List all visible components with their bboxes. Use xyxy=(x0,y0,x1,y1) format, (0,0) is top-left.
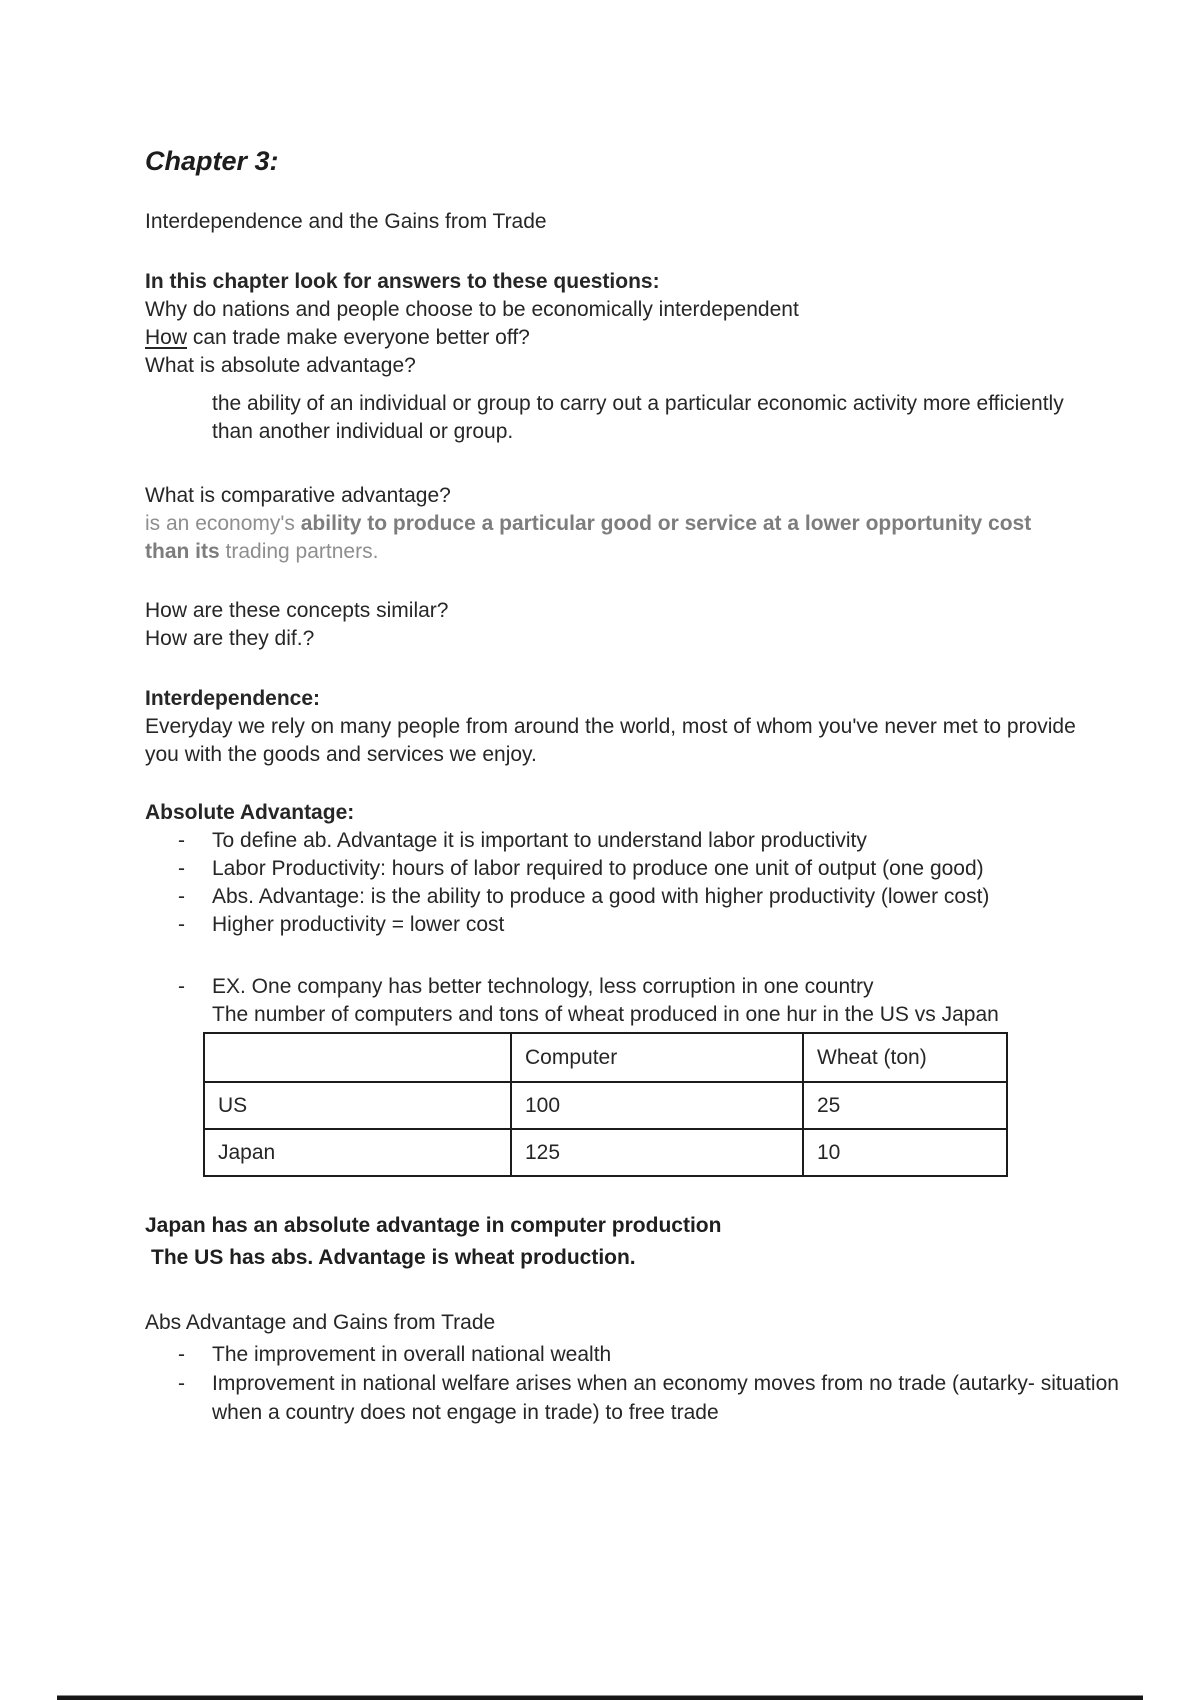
bullet-item: Higher productivity = lower cost xyxy=(145,911,1125,939)
table-cell-wheat: 25 xyxy=(802,1081,1008,1130)
question-comparative-advantage: What is comparative advantage? xyxy=(145,484,451,507)
example-section: EX. One company has better technology, l… xyxy=(145,973,1125,1029)
bullet-item: Labor Productivity: hours of labor requi… xyxy=(145,855,1125,883)
interdependence-section: Interdependence: Everyday we rely on man… xyxy=(145,685,1080,769)
answer-bold-part: ability to produce a particular good or … xyxy=(145,512,1032,563)
question-interdependent: Why do nations and people choose to be e… xyxy=(145,298,799,321)
question-trade-rest: can trade make everyone better off? xyxy=(187,326,530,349)
example-bullet: EX. One company has better technology, l… xyxy=(145,973,1125,1001)
question-absolute-advantage: What is absolute advantage? xyxy=(145,354,416,377)
absolute-advantage-section: Absolute Advantage: To define ab. Advant… xyxy=(145,799,1125,939)
table-row: Japan 125 10 xyxy=(203,1128,1008,1177)
answer-prefix: is an economy's xyxy=(145,512,301,535)
gains-heading: Abs Advantage and Gains from Trade xyxy=(145,1311,496,1334)
questions-heading: In this chapter look for answers to thes… xyxy=(145,270,660,293)
gains-from-trade-section: Abs Advantage and Gains from Trade The i… xyxy=(145,1309,1125,1427)
conclusion-section: Japan has an absolute advantage in compu… xyxy=(145,1210,1125,1274)
table-cell-computer: 100 xyxy=(510,1081,804,1130)
definition-line-2: than another individual or group. xyxy=(212,420,514,443)
table-cell-country: US xyxy=(203,1081,512,1130)
chapter-subtitle: Interdependence and the Gains from Trade xyxy=(145,210,547,233)
bullet-item: Abs. Advantage: is the ability to produc… xyxy=(145,883,1125,911)
chapter-questions-section: In this chapter look for answers to thes… xyxy=(145,268,1125,380)
table-header-empty xyxy=(203,1032,512,1083)
table-caption: The number of computers and tons of whea… xyxy=(212,1003,999,1026)
question-concepts-similar: How are these concepts similar? xyxy=(145,599,449,622)
absolute-advantage-definition: the ability of an individual or group to… xyxy=(145,390,1125,446)
table-cell-computer: 125 xyxy=(510,1128,804,1177)
question-concepts-different: How are they dif.? xyxy=(145,627,315,650)
interdependence-heading: Interdependence: xyxy=(145,687,321,710)
bullet-item: Improvement in national welfare arises w… xyxy=(145,1369,1125,1427)
compare-questions-section: How are these concepts similar? How are … xyxy=(145,597,1125,653)
absolute-advantage-heading: Absolute Advantage: xyxy=(145,801,355,824)
table-row: US 100 25 xyxy=(203,1081,1008,1130)
bullet-item: To define ab. Advantage it is important … xyxy=(145,827,1125,855)
table-cell-wheat: 10 xyxy=(802,1128,1008,1177)
table-header-wheat: Wheat (ton) xyxy=(802,1032,1008,1083)
conclusion-line-japan: Japan has an absolute advantage in compu… xyxy=(145,1214,722,1237)
gains-bullets: The improvement in overall national weal… xyxy=(145,1340,1125,1427)
table-header-row: Computer Wheat (ton) xyxy=(203,1032,1008,1083)
page-divider-line xyxy=(57,1695,1143,1700)
answer-suffix: trading partners. xyxy=(219,540,379,563)
comparative-advantage-answer: is an economy's ability to produce a par… xyxy=(145,510,1075,566)
bullet-item: The improvement in overall national weal… xyxy=(145,1340,1125,1369)
absolute-advantage-bullets: To define ab. Advantage it is important … xyxy=(145,827,1125,939)
conclusion-line-us: The US has abs. Advantage is wheat produ… xyxy=(151,1246,636,1269)
underlined-word: How xyxy=(145,326,188,349)
question-trade-better-off: How can trade make everyone better off? xyxy=(145,324,1125,352)
interdependence-body: Everyday we rely on many people from aro… xyxy=(145,715,1076,766)
example-bullet-list: EX. One company has better technology, l… xyxy=(145,973,1125,1001)
production-table: Computer Wheat (ton) US 100 25 Japan 125… xyxy=(203,1032,1008,1177)
table-cell-country: Japan xyxy=(203,1128,512,1177)
comparative-advantage-section: What is comparative advantage? is an eco… xyxy=(145,482,1075,566)
definition-line-1: the ability of an individual or group to… xyxy=(212,392,1064,415)
chapter-heading: Chapter 3: xyxy=(145,146,279,176)
table-header-computer: Computer xyxy=(510,1032,804,1083)
